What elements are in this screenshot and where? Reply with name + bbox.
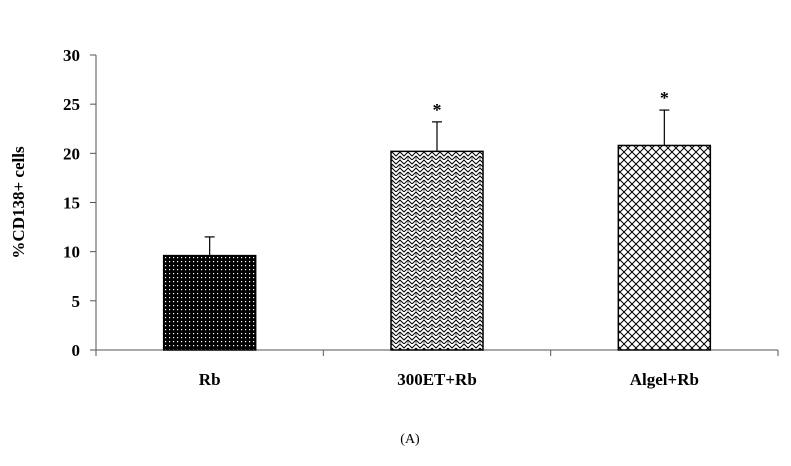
y-tick-label: 30 xyxy=(63,46,80,65)
y-tick-label: 25 xyxy=(63,95,80,114)
significance-marker: * xyxy=(433,100,442,120)
y-tick-label: 5 xyxy=(72,292,81,311)
x-category-label: Rb xyxy=(199,370,221,389)
y-axis-label: %CD138+ cells xyxy=(9,146,28,259)
figure-caption: (A) xyxy=(400,432,420,447)
bar-rb xyxy=(162,254,257,351)
significance-marker: * xyxy=(660,88,669,108)
bar-300et-rb xyxy=(390,150,484,351)
y-tick-label: 10 xyxy=(63,243,80,262)
bars xyxy=(162,144,712,351)
x-category-label: 300ET+Rb xyxy=(397,370,477,389)
x-category-label: Algel+Rb xyxy=(630,370,699,389)
y-axis: 0 5 10 15 20 25 30 xyxy=(63,46,97,360)
bar-algel-rb xyxy=(617,144,712,351)
error-bars: ** xyxy=(204,88,670,256)
y-tick-label: 0 xyxy=(72,341,81,360)
x-axis: Rb 300ET+Rb Algel+Rb xyxy=(95,349,779,389)
y-tick-label: 20 xyxy=(63,144,80,163)
y-tick-label: 15 xyxy=(63,194,80,213)
